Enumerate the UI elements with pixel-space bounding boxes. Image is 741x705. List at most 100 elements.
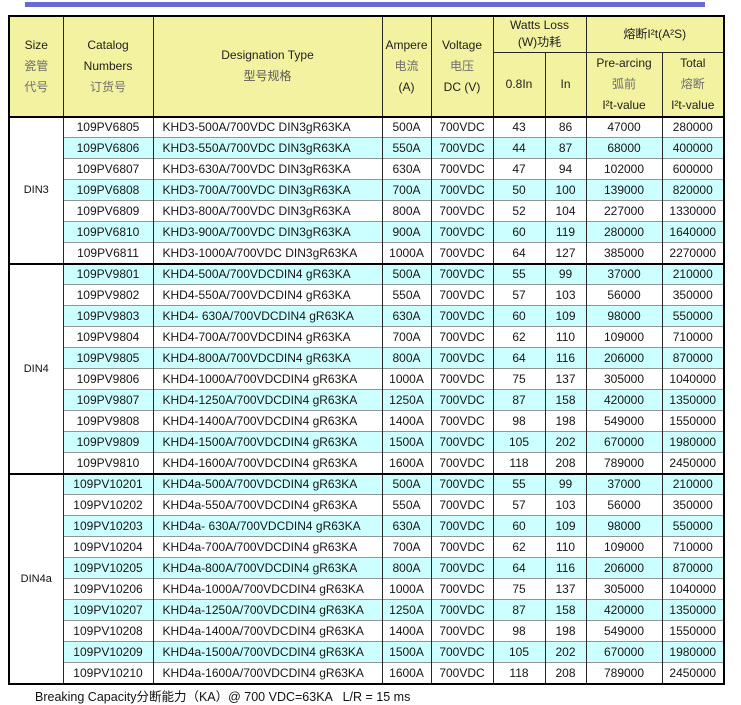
designation: KHD4a- 630A/700VDCDIN4 gR63KA bbox=[152, 515, 383, 537]
designation: KHD4a-550A/700VDCDIN4 gR63KA bbox=[152, 494, 383, 516]
watts-in: 86 bbox=[544, 115, 587, 138]
catalog-number: 109PV6808 bbox=[62, 179, 154, 201]
prearcing-i2t: 102000 bbox=[585, 158, 663, 180]
catalog-number: 109PV9802 bbox=[62, 284, 154, 306]
total-i2t: 550000 bbox=[661, 305, 725, 327]
watts-08in: 62 bbox=[492, 536, 546, 558]
designation-header-zh: 型号规格 bbox=[243, 69, 292, 84]
designation: KHD4a-1400A/700VDCDIN4 gR63KA bbox=[152, 620, 383, 642]
watts-08in: 105 bbox=[492, 431, 546, 453]
watts-in: 116 bbox=[544, 557, 587, 579]
watts-loss-line2: (W)功耗 bbox=[517, 35, 562, 50]
table-row: 109PV9805 KHD4-800A/700VDCDIN4 gR63KA 800A… bbox=[9, 347, 725, 369]
watts-in: 103 bbox=[544, 284, 587, 306]
watts-in: 99 bbox=[544, 262, 587, 285]
watts-in: 103 bbox=[544, 494, 587, 516]
catalog-number: 109PV10201 bbox=[62, 472, 154, 495]
ampere: 500A bbox=[381, 262, 432, 285]
designation: KHD4-1500A/700VDCDIN4 gR63KA bbox=[152, 431, 383, 453]
ampere: 1250A bbox=[381, 599, 432, 621]
table-row: 109PV9808 KHD4-1400A/700VDCDIN4 gR63KA 140… bbox=[9, 410, 725, 432]
prearcing-i2t: 98000 bbox=[585, 515, 663, 537]
total-i2t: 350000 bbox=[661, 494, 725, 516]
prearcing-i2t: 280000 bbox=[585, 221, 663, 243]
total-line2: 熔断 bbox=[680, 76, 705, 91]
ampere: 630A bbox=[381, 158, 432, 180]
catalog-number: 109PV10207 bbox=[62, 599, 154, 621]
designation: KHD4a-700A/700VDCDIN4 gR63KA bbox=[152, 536, 383, 558]
voltage: 700VDC bbox=[430, 262, 494, 285]
fuse-spec-table: Size 瓷管 代号 Catalog Numbers 订货号 Designati… bbox=[8, 15, 726, 685]
watts-in: 198 bbox=[544, 620, 587, 642]
watts-in: 104 bbox=[544, 200, 587, 222]
catalog-number: 109PV10209 bbox=[62, 641, 154, 663]
watts-in: 137 bbox=[544, 368, 587, 390]
table-row: 109PV10204 KHD4a-700A/700VDCDIN4 gR63KA 70… bbox=[9, 536, 725, 558]
watts-in: 99 bbox=[544, 472, 587, 495]
watts-in: 137 bbox=[544, 578, 587, 600]
catalog-number: 109PV10206 bbox=[62, 578, 154, 600]
prearcing-i2t: 549000 bbox=[585, 410, 663, 432]
voltage: 700VDC bbox=[430, 536, 494, 558]
designation: KHD3-900A/700VDC DIN3gR63KA bbox=[152, 221, 383, 243]
voltage: 700VDC bbox=[430, 284, 494, 306]
catalog-number: 109PV9810 bbox=[62, 452, 154, 474]
ampere: 1000A bbox=[381, 368, 432, 390]
watts-08in: 64 bbox=[492, 557, 546, 579]
voltage: 700VDC bbox=[430, 641, 494, 663]
table-row: 109PV6808 KHD3-700A/700VDC DIN3gR63KA 700A… bbox=[9, 179, 725, 201]
watts-in: 94 bbox=[544, 158, 587, 180]
prearcing-i2t: 420000 bbox=[585, 389, 663, 411]
watts-08in: 118 bbox=[492, 452, 546, 474]
designation: KHD4a-1600A/700VDCDIN4 gR63KA bbox=[152, 662, 383, 684]
designation: KHD4-500A/700VDCDIN4 gR63KA bbox=[152, 262, 383, 285]
table-row: 109PV6807 KHD3-630A/700VDC DIN3gR63KA 630A… bbox=[9, 158, 725, 180]
table-row: DIN4 109PV9801 KHD4-500A/700VDCDIN4 gR63KA… bbox=[8, 262, 725, 474]
table-row: 109PV9807 KHD4-1250A/700VDCDIN4 gR63KA 125… bbox=[9, 389, 725, 411]
ampere: 1000A bbox=[381, 578, 432, 600]
table-row: 109PV10205 KHD4a-800A/700VDCDIN4 gR63KA 80… bbox=[9, 557, 725, 579]
total-i2t: 1640000 bbox=[661, 221, 725, 243]
designation: KHD4- 630A/700VDCDIN4 gR63KA bbox=[152, 305, 383, 327]
watts-in: 109 bbox=[544, 515, 587, 537]
watts-in: 110 bbox=[544, 536, 587, 558]
voltage: 700VDC bbox=[430, 347, 494, 369]
designation: KHD4a-1000A/700VDCDIN4 gR63KA bbox=[152, 578, 383, 600]
table-row: DIN4a 109PV10201 KHD4a-500A/700VDCDIN4 gR6… bbox=[8, 472, 725, 684]
ampere: 1000A bbox=[381, 242, 432, 264]
catalog-number: 109PV9803 bbox=[62, 305, 154, 327]
voltage: 700VDC bbox=[430, 494, 494, 516]
catalog-number: 109PV9809 bbox=[62, 431, 154, 453]
total-i2t: 2270000 bbox=[661, 242, 725, 264]
catalog-number: 109PV10210 bbox=[62, 662, 154, 684]
watts-in: 202 bbox=[544, 431, 587, 453]
table-row: 109PV10206 KHD4a-1000A/700VDCDIN4 gR63KA 1… bbox=[9, 578, 725, 600]
ampere: 1400A bbox=[381, 410, 432, 432]
watts-in: 158 bbox=[544, 599, 587, 621]
ampere: 500A bbox=[381, 115, 432, 138]
voltage: 700VDC bbox=[430, 662, 494, 684]
watts-in: 110 bbox=[544, 326, 587, 348]
col-header-ampere: Ampere 电流 (A) bbox=[381, 15, 432, 117]
total-i2t: 350000 bbox=[661, 284, 725, 306]
watts-in: 202 bbox=[544, 641, 587, 663]
prearcing-line2: 弧前 bbox=[611, 76, 636, 91]
total-i2t: 710000 bbox=[661, 536, 725, 558]
catalog-number: 109PV9801 bbox=[62, 262, 154, 285]
ampere: 1500A bbox=[381, 431, 432, 453]
designation: KHD3-700A/700VDC DIN3gR63KA bbox=[152, 179, 383, 201]
designation: KHD4a-1500A/700VDCDIN4 gR63KA bbox=[152, 641, 383, 663]
prearcing-i2t: 305000 bbox=[585, 368, 663, 390]
size-header-zh1: 瓷管 bbox=[24, 58, 49, 73]
table-body: DIN3 109PV6805 KHD3-500A/700VDC DIN3gR63KA… bbox=[8, 115, 725, 684]
watts-in: 100 bbox=[544, 179, 587, 201]
ampere: 1500A bbox=[381, 641, 432, 663]
designation: KHD4-1250A/700VDCDIN4 gR63KA bbox=[152, 389, 383, 411]
watts-08in: 105 bbox=[492, 641, 546, 663]
watts-08in: 62 bbox=[492, 326, 546, 348]
col-header-voltage: Voltage 电压 DC (V) bbox=[430, 15, 494, 117]
table-row: 109PV9810 KHD4-1600A/700VDCDIN4 gR63KA 160… bbox=[9, 452, 725, 474]
prearcing-i2t: 56000 bbox=[585, 494, 663, 516]
size-header-zh2: 代号 bbox=[24, 79, 49, 94]
ampere: 1600A bbox=[381, 452, 432, 474]
